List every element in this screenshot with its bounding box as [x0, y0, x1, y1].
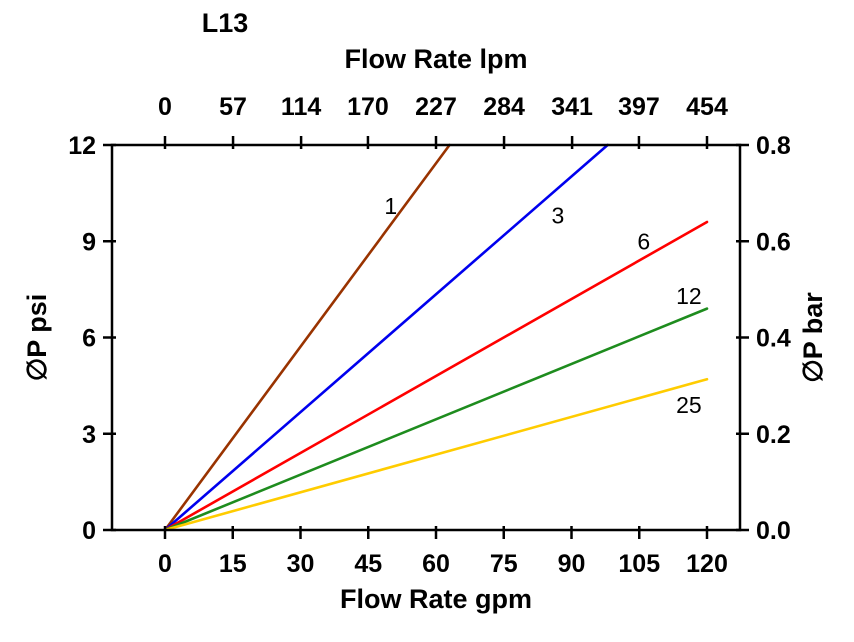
x-top-tick-label: 341 [551, 93, 593, 121]
series-label-25: 25 [676, 392, 702, 418]
left-axis-title: ∅P psi [22, 294, 52, 382]
top-axis-title: Flow Rate lpm [344, 44, 527, 74]
series-line-1 [163, 143, 451, 532]
y-left-tick-label: 0 [82, 517, 96, 545]
x-top-tick-label: 397 [618, 93, 660, 121]
x-bottom-tick-label: 15 [219, 550, 247, 578]
x-bottom-tick-label: 90 [558, 550, 586, 578]
x-top-tick-label: 454 [686, 93, 728, 121]
y-right-tick-label: 0.6 [756, 228, 791, 256]
x-bottom-tick-label: 105 [618, 550, 660, 578]
y-left-tick-label: 3 [82, 421, 96, 449]
series-label-6: 6 [637, 228, 650, 254]
series-label-1: 1 [384, 193, 397, 219]
x-top-tick-label: 170 [347, 93, 389, 121]
bottom-axis-title: Flow Rate gpm [340, 584, 532, 614]
x-top-tick-label: 57 [219, 93, 247, 121]
series-label-12: 12 [676, 283, 702, 309]
series-line-25 [163, 377, 709, 532]
x-bottom-tick-label: 120 [686, 550, 728, 578]
x-top-tick-label: 284 [483, 93, 525, 121]
y-right-tick-label: 0.4 [756, 325, 791, 353]
series-line-12 [163, 307, 709, 532]
y-left-tick-label: 9 [82, 228, 96, 256]
series-line-3 [163, 143, 609, 532]
series-line-6 [163, 220, 709, 532]
y-right-tick-label: 0.8 [756, 132, 791, 160]
x-top-tick-label: 0 [158, 93, 172, 121]
chart-title: L13 [201, 8, 249, 38]
y-left-tick-label: 6 [82, 325, 96, 353]
x-bottom-tick-label: 0 [158, 550, 172, 578]
right-axis-title: ∅P bar [798, 292, 828, 383]
y-right-tick-label: 0.2 [756, 421, 791, 449]
x-bottom-tick-label: 75 [490, 550, 518, 578]
y-right-tick-label: 0.0 [756, 517, 791, 545]
y-left-tick-label: 12 [68, 132, 96, 160]
x-bottom-tick-label: 30 [287, 550, 315, 578]
x-top-tick-label: 114 [281, 93, 321, 121]
x-top-tick-label: 227 [415, 93, 457, 121]
x-bottom-tick-label: 60 [422, 550, 450, 578]
series-label-3: 3 [552, 203, 565, 229]
x-bottom-tick-label: 45 [354, 550, 382, 578]
